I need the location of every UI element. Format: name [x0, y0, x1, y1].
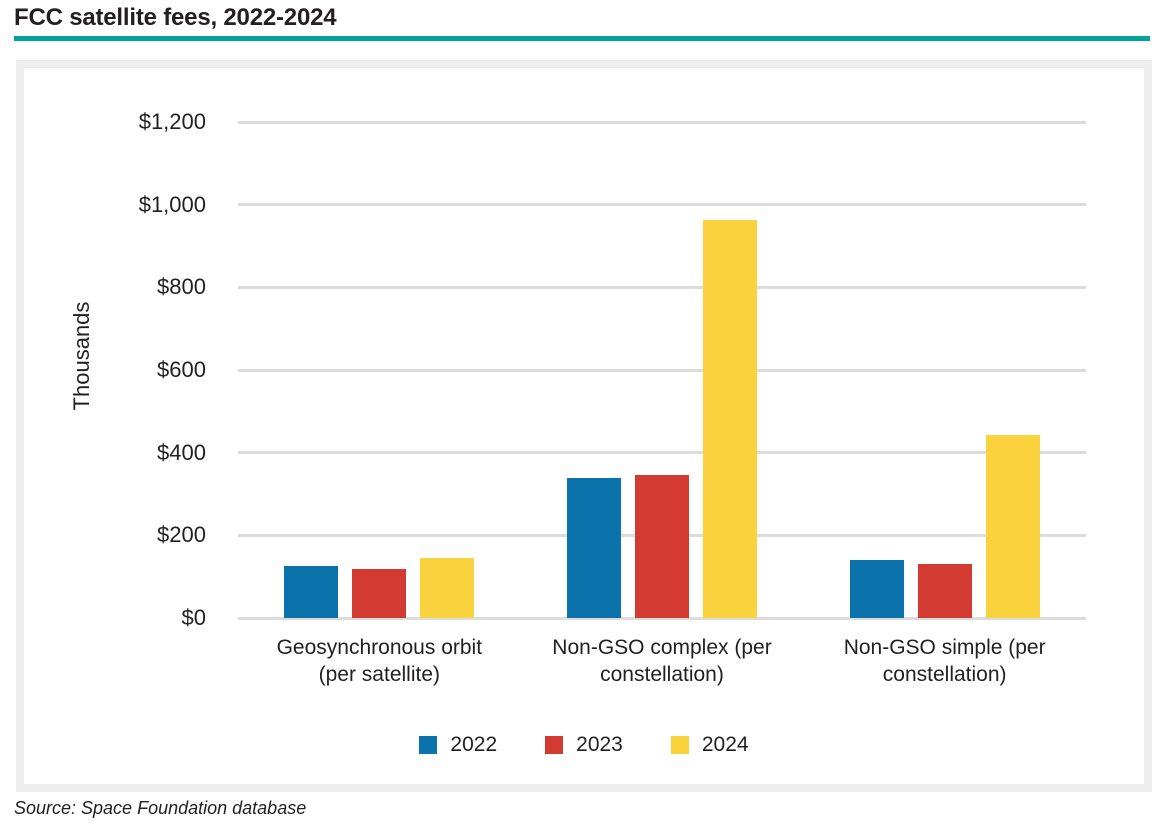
y-tick-label: $1,000	[138, 191, 206, 217]
gridline	[238, 120, 1086, 124]
x-category-label-line: constellation)	[600, 663, 724, 686]
y-axis-title-text: Thousands	[69, 301, 94, 411]
bar-2022-1	[284, 565, 339, 618]
legend: 2022 2023 2024	[25, 733, 1143, 757]
bar-2024-2	[703, 220, 757, 618]
y-tick-label: $200	[157, 522, 206, 548]
y-tick-label: $1,200	[138, 109, 206, 134]
legend-swatch-icon	[670, 736, 689, 754]
gridline	[238, 368, 1086, 372]
bar-2024-1	[420, 558, 475, 618]
legend-label: 2022	[450, 733, 498, 756]
bar-2022-3	[849, 560, 904, 618]
bar-2023-1	[352, 568, 407, 618]
page-title: FCC satellite fees, 2022-2024	[14, 4, 337, 31]
bar-2024-3	[985, 434, 1040, 618]
x-category-label: Geosynchronous orbit (per satellite)	[224, 634, 534, 688]
gridline	[238, 451, 1086, 455]
x-category-label-line: Non-GSO complex (per	[552, 636, 772, 659]
bar-2023-3	[917, 564, 972, 618]
chart-panel	[16, 60, 1152, 792]
y-tick-label: $0	[181, 605, 206, 630]
y-tick-label: $800	[157, 274, 206, 300]
title-accent-rule	[14, 36, 1150, 41]
source-note: Source: Space Foundation database	[14, 798, 307, 818]
gridline	[238, 285, 1086, 289]
x-category-label-line: constellation)	[882, 663, 1007, 686]
legend-swatch-icon	[545, 736, 564, 754]
gridline	[238, 616, 1086, 620]
x-category-label: Non-GSO simple (per constellation)	[790, 634, 1100, 688]
legend-label: 2023	[576, 733, 623, 756]
legend-item-2022: 2022	[419, 733, 497, 757]
y-tick-label: $600	[157, 357, 206, 382]
legend-swatch-icon	[419, 736, 438, 754]
bar-2022-2	[567, 477, 621, 618]
x-category-label-line: Non-GSO simple (per	[843, 636, 1046, 659]
legend-item-2023: 2023	[545, 733, 623, 757]
legend-label: 2024	[701, 733, 749, 756]
bar-2023-2	[635, 474, 689, 618]
y-tick-label: $400	[157, 439, 206, 465]
x-category-label-line: (per satellite)	[318, 663, 441, 686]
legend-item-2024: 2024	[670, 733, 749, 757]
x-category-label-line: Geosynchronous orbit	[276, 636, 483, 659]
x-category-label: Non-GSO complex (per constellation)	[507, 634, 817, 688]
gridline	[238, 203, 1086, 207]
